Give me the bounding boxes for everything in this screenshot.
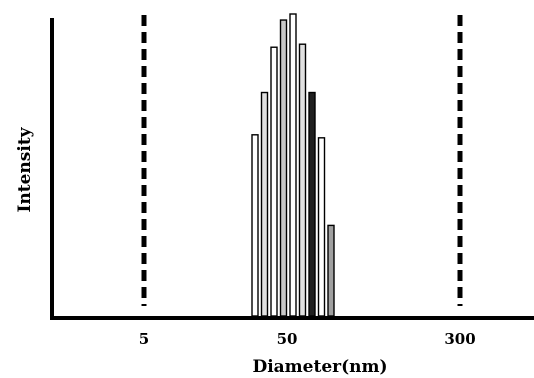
x-tick-label: 50 [277,330,298,348]
x-tick-label: 5 [139,330,149,348]
bar [298,43,307,317]
bar [289,13,297,317]
reference-lines [141,15,463,306]
bar [317,137,326,317]
bar [260,91,269,317]
bar [251,134,259,317]
bars-group [251,13,335,317]
y-axis-title: Intensity [15,126,35,212]
bar [270,46,278,317]
x-ticks: 5 50 300 [139,330,476,348]
bar [279,19,288,317]
bar [308,91,316,317]
x-axis-title: Diameter(nm) [252,357,387,377]
bar [327,224,335,317]
x-tick-label: 300 [444,330,475,348]
